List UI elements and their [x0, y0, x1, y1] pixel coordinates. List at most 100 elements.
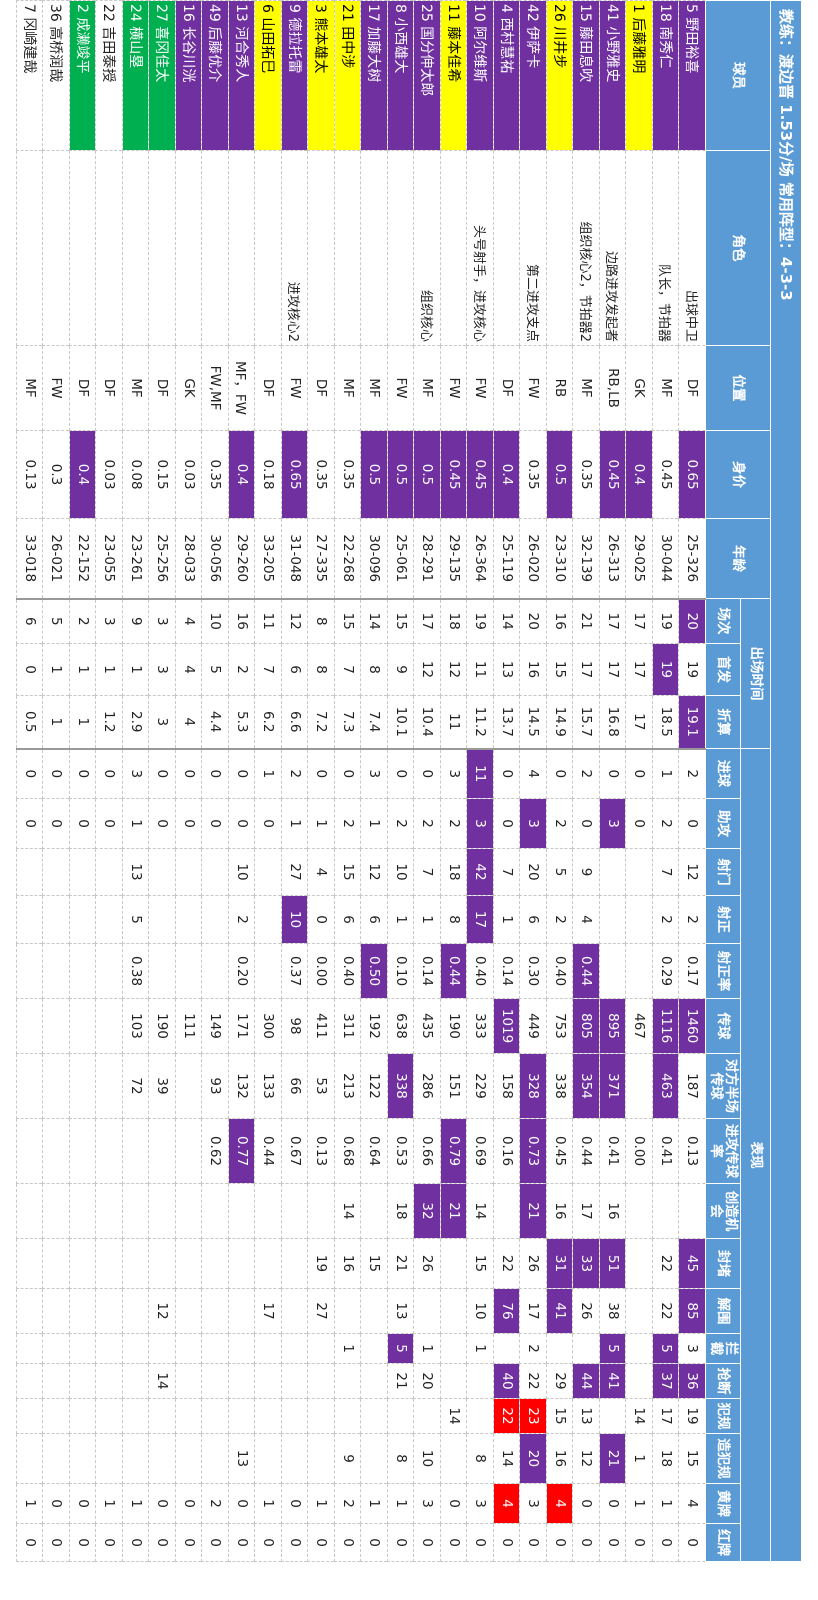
cell — [96, 1363, 123, 1399]
cell — [255, 848, 282, 896]
cell — [96, 150, 123, 346]
cell: 26-020 — [520, 518, 547, 599]
cell: 22-268 — [334, 518, 361, 599]
highlight-cell: 0.4 — [69, 430, 96, 519]
cell — [43, 895, 70, 944]
column-header: 创造机会 — [705, 1183, 741, 1239]
player-row: 10 阿尔维斯 头号射手，进攻核心 FW 0.45 26-364 19 11 11.2 11 3 4… — [467, 0, 494, 1562]
highlight-cell: 19 — [652, 643, 679, 696]
cell — [122, 1433, 149, 1484]
cell: MF，FW — [228, 345, 255, 431]
highlight-cell: 11 — [467, 748, 494, 799]
cell: 18 — [387, 1183, 414, 1239]
cell: 0 — [308, 895, 335, 944]
column-header: 进球 — [705, 748, 741, 799]
cell: DF — [96, 345, 123, 431]
cell: 1 — [69, 643, 96, 696]
player-name: 22 吉田泰授 — [96, 0, 123, 151]
cell: 23-310 — [546, 518, 573, 599]
cell: 0.35 — [308, 430, 335, 519]
cell: 3 — [440, 748, 467, 799]
cell — [96, 1053, 123, 1119]
highlight-cell: 0.65 — [679, 430, 706, 519]
highlight-cell: 3 — [467, 798, 494, 849]
cell: 38 — [599, 1288, 626, 1334]
cell — [652, 1183, 679, 1239]
cell — [96, 1238, 123, 1289]
player-row: 49 后藤优介 FW,MF 0.35 30-056 10 5 4.4 0 0 149 93 0.62 2… — [202, 0, 229, 1562]
cell — [334, 1288, 361, 1334]
cell — [43, 1053, 70, 1119]
player-name: 1 后藤雅明 — [626, 0, 653, 151]
highlight-cell: 0.50 — [361, 943, 388, 999]
column-header: 进攻传球率 — [705, 1118, 741, 1184]
cell — [43, 998, 70, 1054]
cell — [626, 1333, 653, 1364]
cell: 8 — [361, 643, 388, 696]
highlight-cell: 895 — [599, 998, 626, 1054]
cell: 0 — [228, 1523, 255, 1562]
cell — [202, 1183, 229, 1239]
cell — [149, 848, 176, 896]
player-row: 11 藤本佳希 FW 0.45 29-135 18 12 11 3 2 18 8 0.44 190 151… — [440, 0, 467, 1562]
cell — [96, 998, 123, 1054]
cell: FW — [440, 345, 467, 431]
cell — [626, 1183, 653, 1239]
highlight-cell: 0.5 — [361, 430, 388, 519]
cell — [16, 1333, 43, 1364]
cell: 30-044 — [652, 518, 679, 599]
cell: 0 — [599, 748, 626, 799]
cell: 8 — [440, 895, 467, 944]
cell: 25-119 — [493, 518, 520, 599]
highlight-cell: 76 — [493, 1288, 520, 1334]
cell — [43, 1118, 70, 1184]
cell — [16, 1238, 43, 1289]
player-name: 8 小西雄大 — [387, 0, 414, 151]
cell: 0 — [43, 1483, 70, 1524]
cell: 0 — [281, 1483, 308, 1524]
cell: 17 — [414, 598, 441, 644]
cell: 14 — [440, 1398, 467, 1434]
cell — [175, 848, 202, 896]
player-name: 26 川井步 — [546, 0, 573, 151]
cell: 0 — [122, 1523, 149, 1562]
cell — [149, 895, 176, 944]
cell — [228, 1288, 255, 1334]
cell: 1 — [255, 1483, 282, 1524]
cell: 187 — [679, 1053, 706, 1119]
cell — [16, 1398, 43, 1434]
cell — [440, 1433, 467, 1484]
cell: 14 — [334, 1183, 361, 1239]
highlight-cell: 0.44 — [573, 943, 600, 999]
cell: 0 — [69, 1483, 96, 1524]
cell: 14 — [493, 598, 520, 644]
cell: 0 — [334, 748, 361, 799]
cell: 组织核心 — [414, 150, 441, 346]
cell: 0 — [493, 748, 520, 799]
cell — [69, 1053, 96, 1119]
cell: 0.67 — [281, 1118, 308, 1184]
cell: 9 — [387, 643, 414, 696]
cell: 14 — [361, 598, 388, 644]
player-row: 8 小西雄大 FW 0.5 25-061 15 9 10.1 0 2 10 1 0.10 638 338 0… — [387, 0, 414, 1562]
cell — [175, 150, 202, 346]
cell: 133 — [255, 1053, 282, 1119]
cell: 0 — [493, 798, 520, 849]
cell: 1 — [281, 798, 308, 849]
cell: 0 — [175, 748, 202, 799]
cell — [361, 1363, 388, 1399]
cell: 0.03 — [96, 430, 123, 519]
cell: 29 — [546, 1363, 573, 1399]
player-row: 13 河合秀人 MF，FW 0.4 29-260 16 2 5.3 0 0 10 2 0.20 171 1… — [228, 0, 255, 1562]
cell: 0 — [440, 1523, 467, 1562]
cell — [440, 150, 467, 346]
player-row: 4 西村慧祐 DF 0.4 25-119 14 13 13.7 0 0 7 1 0.14 1019 158… — [493, 0, 520, 1562]
cell — [467, 1398, 494, 1434]
cell: 队长，节拍器 — [652, 150, 679, 346]
player-name: 36 高桥润哉 — [43, 0, 70, 151]
highlight-cell: 41 — [599, 1363, 626, 1399]
cell — [626, 943, 653, 999]
cell: 16 — [520, 643, 547, 696]
column-header: 射门 — [705, 848, 741, 896]
cell — [361, 1433, 388, 1484]
